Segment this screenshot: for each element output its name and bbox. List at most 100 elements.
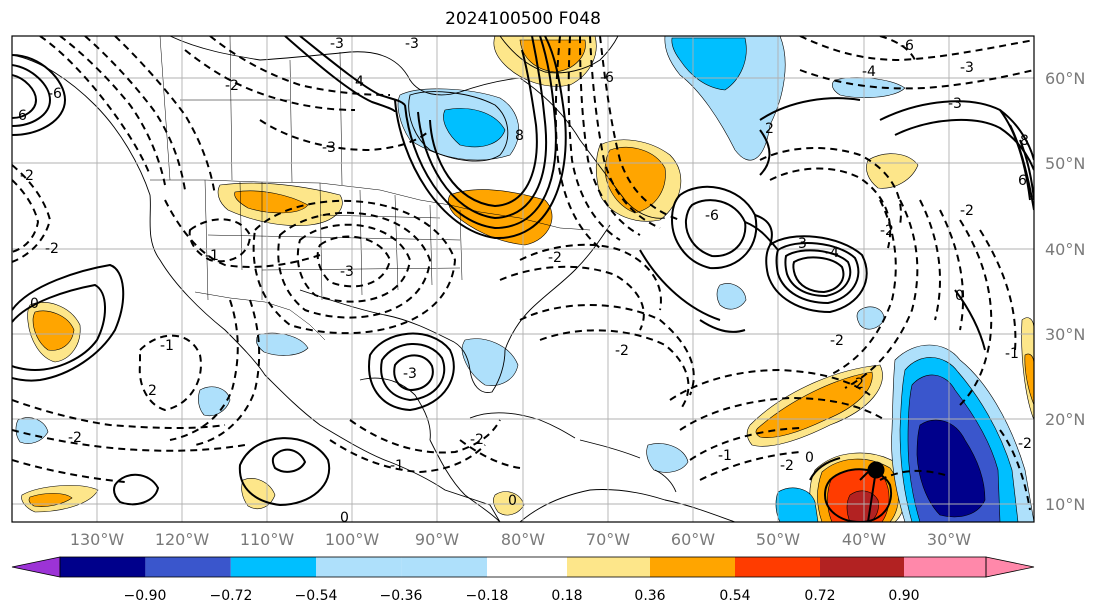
colorbar-segment (401, 557, 487, 577)
contour-dashed (589, 36, 661, 229)
contour-dashed (979, 229, 1017, 351)
colorbar-extend-high (985, 556, 1035, 578)
contour-label: 6 (18, 108, 27, 124)
contour-solid (792, 256, 845, 294)
colorbar-label: 0.72 (804, 588, 835, 604)
lat-label: 40°N (1045, 240, 1085, 259)
contour-label: -6 (705, 208, 719, 224)
colorbar-labels: −0.90 −0.72 −0.54 −0.36 −0.18 0.18 0.36 … (124, 588, 920, 604)
contour-dashed (194, 299, 261, 446)
contour-dashed (844, 199, 919, 389)
fill-dark-red (846, 490, 879, 522)
contour-solid (271, 448, 307, 473)
contour-solid (670, 185, 758, 270)
lat-label: 10°N (1045, 495, 1085, 514)
contour-dashed (459, 439, 521, 469)
contour-label: -2 (780, 458, 794, 474)
storm-track-line (867, 469, 877, 522)
contour-label: 0 (508, 493, 517, 509)
contour-dashed (699, 451, 801, 481)
cuba-coast (469, 412, 576, 439)
contour-solid (744, 221, 779, 251)
contour-solid (12, 263, 125, 382)
contour-solid (684, 199, 747, 258)
contour-label: -6 (48, 86, 62, 102)
colorbar-segment (487, 557, 567, 577)
lat-label: 60°N (1045, 69, 1085, 88)
contour-label: -2 (615, 343, 629, 359)
colorbar-segment (316, 557, 402, 577)
contour-label: -3 (960, 60, 974, 76)
contour-dashed (879, 36, 916, 61)
canada-arctic-coast (169, 36, 521, 96)
lon-label: 90°W (415, 530, 459, 549)
contour-solid (12, 74, 38, 119)
contour-dashed (209, 36, 391, 96)
lon-label: 110°W (240, 530, 295, 549)
contour-solid (393, 354, 434, 392)
contour-dashed (539, 329, 690, 411)
map-area: -3 4 -6 -3 8 -4 -3 -6 -4 -3 -2 -2 0 -1 2… (12, 36, 1034, 526)
contour-label: 2 (765, 121, 774, 137)
contour-solid (784, 249, 852, 298)
fill-orange (604, 147, 666, 214)
map-title: 2024100500 F048 (445, 9, 601, 29)
colorbar-segment (735, 557, 820, 577)
contour-label: -3 (322, 140, 336, 156)
contour-dashed (59, 36, 166, 186)
contour-dashed (296, 223, 412, 303)
fill-orange (28, 493, 73, 507)
storm-position-marker (867, 461, 885, 479)
contour-label: -3 (405, 36, 419, 52)
contour-dashed (252, 199, 457, 335)
contour-label: -2 (68, 430, 82, 446)
contour-label: -3 (330, 36, 344, 52)
contour-label: -4 (825, 245, 839, 261)
contour-label: -1 (160, 338, 174, 354)
contour-solid (417, 36, 548, 220)
colorbar-label: 0.90 (888, 588, 919, 604)
contour-dashed (12, 459, 126, 483)
contour-solid (954, 289, 986, 351)
fill-blue (443, 108, 506, 148)
contour-label: 4 (355, 74, 364, 90)
political-borders (150, 36, 591, 341)
gulf-coastline (299, 224, 611, 393)
contour-label: 8 (1020, 133, 1029, 149)
contour-solid (759, 97, 861, 121)
contour-dashed (679, 396, 886, 431)
contour-dashed (12, 399, 226, 430)
us-mexico-border (194, 291, 326, 341)
colorbar-label: 0.54 (719, 588, 750, 604)
colorbar-segment (145, 557, 231, 577)
fill-blue (775, 487, 819, 522)
lon-label: 30°W (927, 530, 971, 549)
lon-label: 50°W (756, 530, 800, 549)
lon-label: 70°W (586, 530, 630, 549)
lon-label: 100°W (325, 530, 380, 549)
lat-label: 20°N (1045, 410, 1085, 429)
contour-label: -4 (862, 64, 876, 80)
contour-dashed (114, 36, 216, 196)
colorbar-frame (59, 556, 987, 578)
contour-label: -2 (960, 203, 974, 219)
contour-label: -2 (20, 168, 34, 184)
lon-label: 40°W (842, 530, 886, 549)
contour-dashed (879, 469, 946, 481)
fill-light-blue (716, 283, 747, 310)
contour-label: -3 (340, 264, 354, 280)
contour-label: 8 (515, 128, 524, 144)
contour-label: -2 (45, 241, 59, 257)
contour-dashed (919, 199, 941, 321)
contour-dashed (829, 199, 897, 376)
caribbean-islands (579, 439, 677, 493)
contour-dashed (567, 36, 621, 241)
contour-dashed (184, 49, 356, 111)
colorbar-label: −0.18 (466, 588, 509, 604)
colorbar-label: 0.36 (634, 588, 665, 604)
central-america-coast (429, 439, 501, 522)
lon-label: 120°W (155, 530, 210, 549)
contour-label: 0 (340, 510, 349, 526)
canada-provinces (159, 36, 343, 186)
